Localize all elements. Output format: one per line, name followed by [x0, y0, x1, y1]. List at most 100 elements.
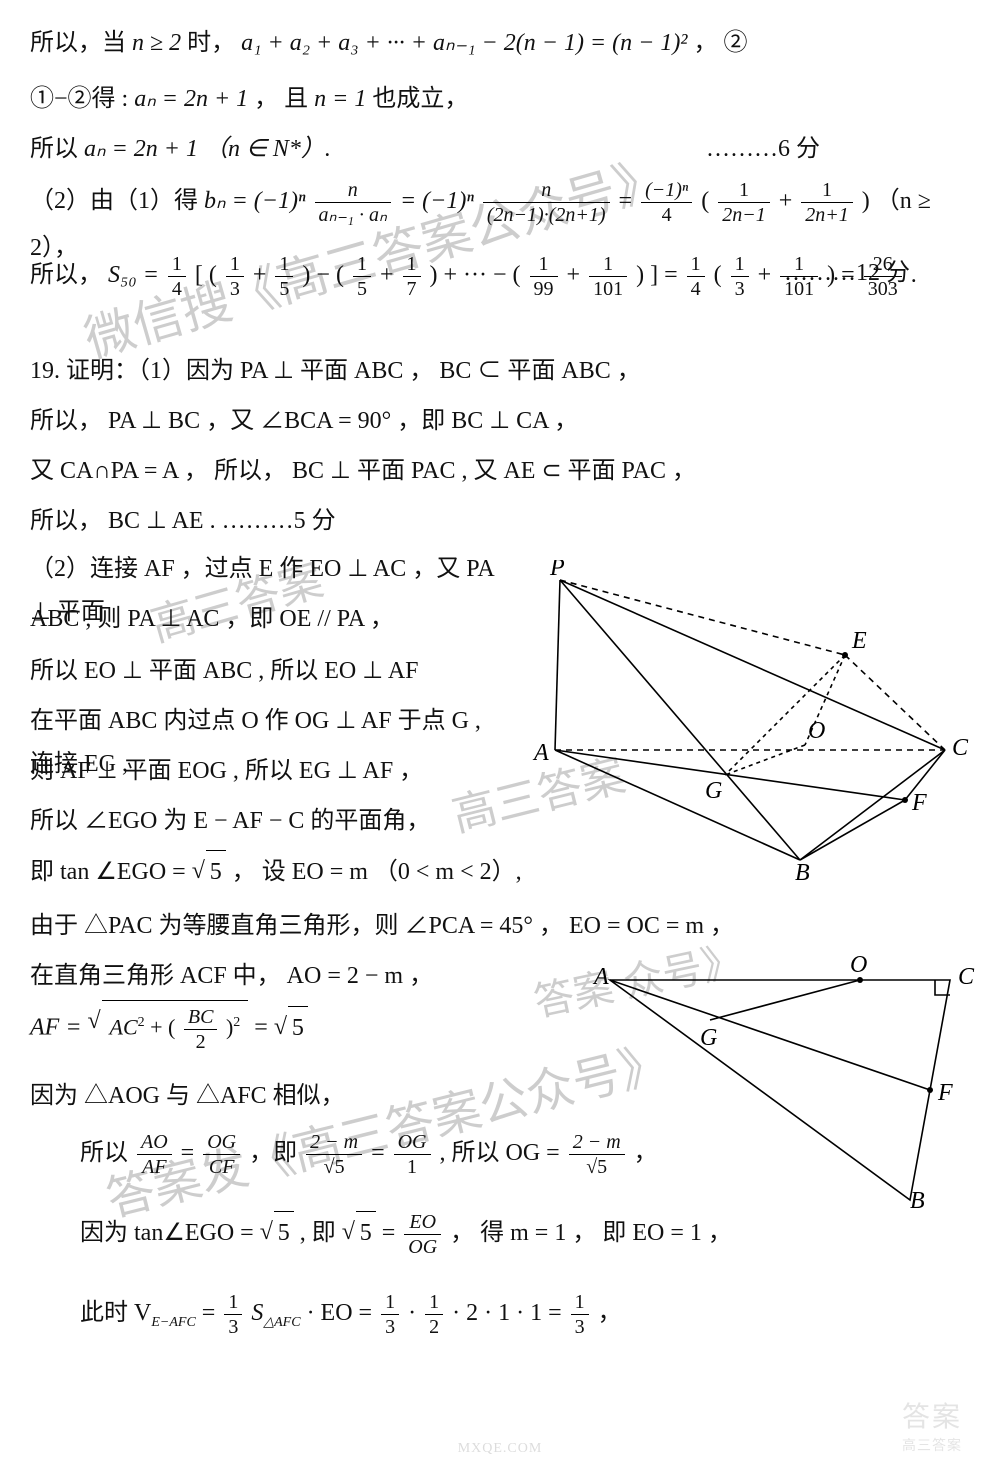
numerator: 1: [731, 252, 749, 277]
num: 1: [571, 1290, 589, 1315]
den: OG: [404, 1235, 441, 1259]
text: ， 设 EO = m （0 < m < 2）,: [232, 859, 522, 885]
den: 2: [425, 1315, 443, 1339]
numerator: 1: [168, 252, 186, 277]
text: 所以，当: [30, 30, 132, 56]
line-19: AF = AC2 + ( BC2 )2 = 5: [30, 1000, 570, 1058]
numerator: 1: [353, 252, 371, 277]
fraction: 1 2n+1: [801, 178, 853, 227]
denominator: 7: [403, 277, 421, 301]
fraction: AOAF: [137, 1130, 172, 1179]
text: 即 tan ∠EGO =: [30, 859, 192, 885]
line-q19: 19. 证明：（1）因为 PA ⊥ 平面 ABC ， BC ⊂ 平面 ABC ，: [30, 350, 970, 393]
fraction: 199: [530, 252, 558, 301]
num: 1: [425, 1290, 443, 1315]
text: ) ] =: [636, 262, 684, 288]
num: AO: [137, 1130, 172, 1155]
fraction: n (2n−1)·(2n+1): [483, 178, 610, 227]
footer-url: MXQE.COM: [0, 1441, 1000, 1457]
denominator: 2n−1: [718, 203, 770, 227]
text: , 所以 OG =: [440, 1140, 566, 1166]
line-17: 由于 △PAC 为等腰直角三角形，则 ∠PCA = 45° ， EO = OC …: [30, 905, 970, 948]
text: +: [758, 262, 778, 288]
text: =: [619, 188, 639, 214]
text: ) + ··· − (: [430, 262, 521, 288]
line-3: 所以 aₙ = 2n + 1 （n ∈ N*）. ………6 分: [30, 128, 970, 171]
denominator: 4: [641, 203, 692, 227]
text: ，即: [249, 1140, 303, 1166]
denominator: 2n+1: [801, 203, 853, 227]
math: a₁ + a₂ + a₃ + ··· + aₙ₋₁ − 2(n − 1) = (…: [241, 30, 687, 56]
text: =: [382, 1220, 402, 1246]
text: ， 得 m = 1 ， 即 EO = 1 ，: [450, 1220, 732, 1246]
num: OG: [203, 1130, 240, 1155]
fraction: 1101: [589, 252, 627, 301]
line-8: 又 CA∩PA = A ， 所以， BC ⊥ 平面 PAC , 又 AE ⊂ 平…: [30, 450, 970, 493]
fraction: 13: [226, 252, 244, 301]
line-14: 则 AF ⊥ 平面 EOG , 所以 EG ⊥ AF ，: [30, 750, 500, 793]
math: S₅₀ =: [108, 262, 165, 288]
sqrt: 5: [342, 1211, 376, 1255]
numerator: 1: [226, 252, 244, 277]
text: ，: [598, 1300, 622, 1326]
numerator: 1: [589, 252, 627, 277]
den: √5: [306, 1155, 362, 1179]
den: AF: [137, 1155, 172, 1179]
math: aₙ = 2n + 1 （n ∈ N*）.: [84, 136, 331, 162]
text: 所以: [30, 136, 84, 162]
fraction: OGCF: [203, 1130, 240, 1179]
numerator: 1: [275, 252, 293, 277]
fraction: OG1: [394, 1130, 431, 1179]
line-20: 因为 △AOG 与 △AFC 相似，: [30, 1075, 570, 1118]
text: 此时 V: [80, 1300, 151, 1326]
denominator: 4: [168, 277, 186, 301]
label-A: A: [592, 964, 609, 990]
text: = (−1)ⁿ: [400, 188, 480, 214]
numerator: 1: [718, 178, 770, 203]
text: (: [714, 262, 728, 288]
figure-triangle: A C B F O G: [580, 950, 980, 1210]
label-O: O: [850, 952, 867, 978]
denominator: 3: [731, 277, 749, 301]
num: BC: [184, 1005, 218, 1030]
text: S: [251, 1300, 263, 1326]
fraction: (−1)ⁿ 4: [641, 178, 692, 227]
figure-tetra: P A B C E F G O: [500, 560, 970, 880]
den: 3: [571, 1315, 589, 1339]
text: · 2 · 1 · 1 =: [452, 1300, 568, 1326]
fraction: 12: [425, 1290, 443, 1339]
den: 3: [224, 1315, 242, 1339]
fraction: n aₙ₋₁ · aₙ: [315, 178, 391, 227]
label-E: E: [851, 628, 867, 654]
label-G: G: [700, 1025, 717, 1051]
text: AF =: [30, 1015, 88, 1041]
text: · EO =: [307, 1300, 379, 1326]
line-1: 所以，当 n ≥ 2 时， a₁ + a₂ + a₃ + ··· + aₙ₋₁ …: [30, 22, 970, 65]
line-15: 所以 ∠EGO 为 E − AF − C 的平面角，: [30, 800, 500, 843]
line-9: 所以， BC ⊥ AE . ………5 分: [30, 500, 970, 543]
label-C: C: [958, 964, 975, 990]
num: 1: [224, 1290, 242, 1315]
sqrt: 5: [260, 1211, 294, 1255]
sqrt-big: AC2 + ( BC2 )2: [88, 1000, 249, 1058]
fraction: 14: [687, 252, 705, 301]
fraction: 2 − m√5: [306, 1130, 362, 1179]
denominator: 4: [687, 277, 705, 301]
denominator: 5: [275, 277, 293, 301]
sqrt: 5: [274, 1006, 308, 1050]
radicand: AC2 + ( BC2 )2: [102, 1000, 249, 1058]
math: n = 1: [314, 86, 366, 112]
radicand: 5: [356, 1211, 376, 1255]
sqrt: 5: [192, 850, 226, 894]
math: bₙ = (−1)ⁿ: [204, 188, 306, 214]
label-G: G: [705, 778, 722, 804]
score-12: ………12 分: [784, 252, 910, 295]
text: [ (: [195, 262, 217, 288]
radicand: 5: [206, 850, 226, 894]
denominator: 5: [353, 277, 371, 301]
text: ①−②得 :: [30, 86, 134, 112]
math: aₙ = 2n + 1: [134, 86, 248, 112]
text: .: [911, 262, 917, 288]
fraction: 1 4: [168, 252, 186, 301]
denominator: 3: [226, 277, 244, 301]
